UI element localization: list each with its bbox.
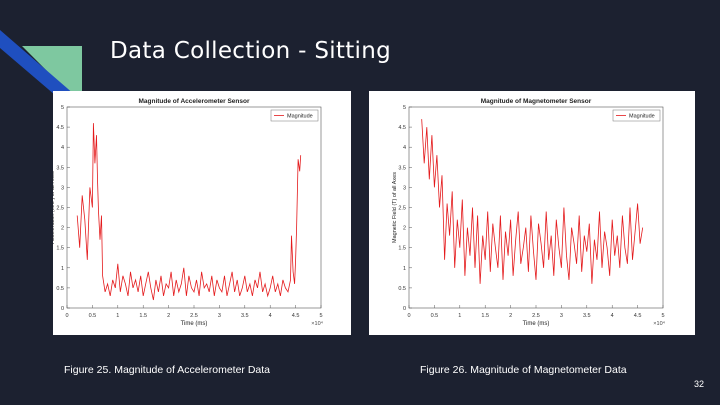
figure-caption-magnetometer: Figure 26. Magnitude of Magnetometer Dat… xyxy=(420,364,627,376)
x-tick-label: 0.5 xyxy=(431,313,439,319)
x-tick-label: 0.5 xyxy=(89,313,97,319)
y-tick-label: 3.5 xyxy=(398,165,406,171)
y-tick-label: 2.5 xyxy=(398,206,406,212)
y-tick-label: 3 xyxy=(61,185,64,191)
x-tick-label: 2.5 xyxy=(532,313,540,319)
y-tick-label: 2 xyxy=(403,226,406,232)
x-tick-label: 5 xyxy=(319,313,322,319)
x-tick-label: 1.5 xyxy=(481,313,489,319)
corner-accent-graphic xyxy=(0,30,82,95)
y-tick-label: 4 xyxy=(403,145,406,151)
y-tick-label: 5 xyxy=(61,105,64,111)
x-tick-label: 3 xyxy=(560,313,563,319)
x-tick-label: 4.5 xyxy=(634,313,642,319)
series-line xyxy=(76,123,302,301)
x-tick-label: 4 xyxy=(269,313,272,319)
x-tick-label: 1 xyxy=(116,313,119,319)
figure-caption-accelerometer: Figure 25. Magnitude of Accelerometer Da… xyxy=(64,364,271,376)
x-tick-label: 2.5 xyxy=(190,313,198,319)
y-axis-label: Acceleration (m/s²) of all Axes xyxy=(53,171,56,244)
legend-entry: Magnitude xyxy=(629,114,655,120)
chart-title: Magnitude of Accelerometer Sensor xyxy=(138,98,249,105)
series-line xyxy=(421,119,644,284)
page-number: 32 xyxy=(693,379,704,389)
legend-box xyxy=(270,109,319,122)
x-tick-label: 1.5 xyxy=(139,313,147,319)
x-tick-label: 1 xyxy=(458,313,461,319)
y-tick-label: 1.5 xyxy=(56,246,64,252)
magnetometer-chart: 0 0.5 1 1.5 2 2.5 3 3.5 4 4.5 5 0 0.5 1 1.5 2 2.5 3 3.5 4 4.… xyxy=(392,98,666,327)
y-tick-label: 0.5 xyxy=(398,286,406,292)
y-tick-label: 4.5 xyxy=(56,125,64,131)
x-tick-label: 0 xyxy=(407,313,410,319)
y-tick-label: 4 xyxy=(61,145,64,151)
y-tick-label: 2 xyxy=(61,226,64,232)
y-tick-label: 0.5 xyxy=(56,286,64,292)
x-axis-label: Time (ms) xyxy=(181,321,208,327)
y-tick-label: 2.5 xyxy=(56,206,64,212)
slide-title: Data Collection - Sitting xyxy=(110,38,392,64)
x-tick-label: 3.5 xyxy=(241,313,249,319)
x-tick-label: 5 xyxy=(661,313,664,319)
plot-area xyxy=(66,106,322,309)
x-tick-label: 4.5 xyxy=(292,313,300,319)
y-tick-label: 3.5 xyxy=(56,165,64,171)
accelerometer-chart-panel: 0 0.5 1 1.5 2 2.5 3 3.5 4 4.5 5 0 0.5 1 1.5 2 2.5 3 3.5 4 4.… xyxy=(50,91,351,335)
accent-blue-shape xyxy=(0,30,75,95)
x-axis-label: Time (ms) xyxy=(523,321,550,327)
magnetometer-chart-panel: 0 0.5 1 1.5 2 2.5 3 3.5 4 4.5 5 0 0.5 1 1.5 2 2.5 3 3.5 4 4.… xyxy=(369,91,695,335)
y-tick-label: 5 xyxy=(403,105,406,111)
y-tick-label: 1 xyxy=(61,266,64,272)
y-tick-label: 1 xyxy=(403,266,406,272)
y-axis-label: Magnetic Field (T) of all Axes xyxy=(392,172,398,243)
y-tick-label: 4.5 xyxy=(398,125,406,131)
accelerometer-chart: 0 0.5 1 1.5 2 2.5 3 3.5 4 4.5 5 0 0.5 1 1.5 2 2.5 3 3.5 4 4.… xyxy=(50,98,324,327)
x-tick-label: 0 xyxy=(65,313,68,319)
y-tick-label: 3 xyxy=(403,185,406,191)
legend-box xyxy=(612,109,661,122)
chart-title: Magnitude of Magnetometer Sensor xyxy=(481,98,592,105)
accent-green-shape xyxy=(22,46,82,95)
y-tick-label: 0 xyxy=(61,306,64,312)
legend-entry: Magnitude xyxy=(287,114,313,120)
x-tick-label: 4 xyxy=(611,313,614,319)
x-axis-exponent: ×10⁴ xyxy=(653,320,665,327)
x-tick-label: 3.5 xyxy=(583,313,591,319)
x-tick-label: 2 xyxy=(167,313,170,319)
y-tick-label: 0 xyxy=(403,306,406,312)
x-axis-exponent: ×10⁴ xyxy=(311,320,323,327)
x-tick-label: 3 xyxy=(218,313,221,319)
x-tick-label: 2 xyxy=(509,313,512,319)
y-tick-label: 1.5 xyxy=(398,246,406,252)
